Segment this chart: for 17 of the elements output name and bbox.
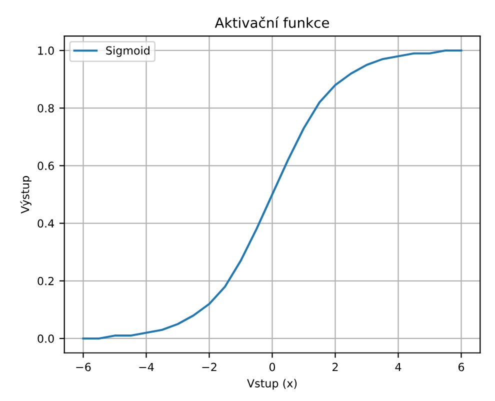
- x-axis-title: Vstup (x): [247, 378, 297, 390]
- y-tick-label: 0.0: [38, 334, 54, 343]
- x-tick-label: −4: [139, 362, 154, 372]
- y-axis-title: Výstup: [20, 176, 32, 214]
- x-tick-label: 6: [458, 362, 464, 372]
- legend-label: Sigmoid: [106, 46, 150, 57]
- x-tick-label: 4: [395, 362, 402, 372]
- y-tick-label: 0.6: [38, 162, 54, 170]
- y-tick-label: 0.8: [38, 104, 54, 112]
- x-tick-label: −6: [76, 362, 91, 372]
- y-tick-label: 1.0: [38, 46, 54, 55]
- y-tick-label: 0.2: [38, 276, 54, 286]
- chart-title: Aktivační funkce: [214, 16, 330, 28]
- y-tick-label: 0.4: [38, 219, 54, 228]
- x-tick-label: −2: [202, 362, 216, 372]
- x-tick-label: 0: [269, 362, 276, 372]
- x-tick-label: 2: [332, 362, 338, 372]
